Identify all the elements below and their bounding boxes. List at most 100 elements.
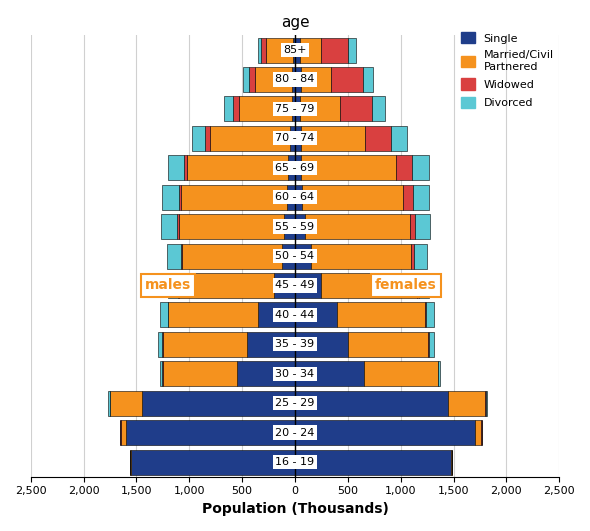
Bar	[293, 38, 295, 63]
Bar	[411, 244, 414, 269]
Bar	[295, 244, 311, 269]
Bar	[295, 126, 301, 151]
Bar	[290, 126, 295, 151]
Bar	[284, 214, 295, 239]
Text: 30 - 34: 30 - 34	[276, 369, 314, 379]
Text: 35 - 39: 35 - 39	[276, 339, 314, 349]
Bar	[348, 38, 356, 63]
Bar	[160, 361, 162, 386]
Bar	[429, 332, 434, 357]
Bar	[295, 185, 303, 210]
Bar	[414, 244, 427, 269]
Bar	[255, 67, 292, 92]
Bar	[295, 97, 300, 122]
Bar	[167, 244, 181, 269]
Bar	[168, 273, 178, 298]
Bar	[363, 361, 438, 386]
Bar	[181, 185, 287, 210]
Bar	[438, 361, 440, 386]
Bar	[322, 273, 417, 298]
Bar	[417, 273, 419, 298]
X-axis label: Population (Thousands): Population (Thousands)	[202, 502, 388, 516]
Text: 70 - 74: 70 - 74	[276, 133, 314, 143]
Bar	[474, 420, 481, 445]
Bar	[184, 155, 187, 180]
Text: 80 - 84: 80 - 84	[276, 74, 314, 84]
Bar	[182, 244, 283, 269]
Bar	[267, 38, 293, 63]
Bar	[247, 332, 295, 357]
Bar	[292, 67, 295, 92]
Bar	[391, 126, 407, 151]
Bar	[410, 214, 415, 239]
Bar	[295, 420, 474, 445]
Text: 75 - 79: 75 - 79	[276, 104, 314, 114]
Bar	[304, 214, 410, 239]
Bar	[303, 185, 403, 210]
Bar	[177, 214, 179, 239]
Bar	[168, 155, 184, 180]
Bar	[110, 391, 142, 416]
Text: 50 - 54: 50 - 54	[276, 251, 314, 261]
Bar	[181, 244, 182, 269]
Bar	[486, 391, 487, 416]
Bar	[287, 185, 295, 210]
Bar	[311, 244, 411, 269]
Bar	[162, 185, 179, 210]
Bar	[179, 185, 181, 210]
Text: 85+: 85+	[283, 45, 307, 55]
Bar	[414, 185, 429, 210]
Bar	[258, 302, 295, 328]
Bar	[419, 273, 429, 298]
Bar	[142, 391, 295, 416]
Text: males: males	[145, 278, 191, 293]
Text: females: females	[375, 278, 437, 293]
Bar	[295, 450, 451, 475]
Text: 16 - 19: 16 - 19	[276, 457, 314, 467]
Bar	[365, 126, 391, 151]
Bar	[415, 214, 430, 239]
Bar	[396, 155, 412, 180]
Bar	[179, 214, 284, 239]
Bar	[187, 155, 287, 180]
Bar	[448, 391, 485, 416]
Bar	[130, 450, 131, 475]
Bar	[425, 302, 426, 328]
Bar	[295, 302, 337, 328]
Bar	[248, 67, 255, 92]
Bar	[126, 420, 295, 445]
Bar	[237, 361, 295, 386]
Bar	[337, 302, 425, 328]
Legend: Single, Married/Civil
Partnered, Widowed, Divorced: Single, Married/Civil Partnered, Widowed…	[461, 32, 553, 108]
Bar	[205, 126, 211, 151]
Bar	[192, 126, 205, 151]
Text: 25 - 29: 25 - 29	[276, 398, 314, 408]
Bar	[274, 273, 295, 298]
Text: 20 - 24: 20 - 24	[276, 427, 314, 438]
Bar	[161, 214, 177, 239]
Bar	[179, 273, 274, 298]
Bar	[372, 97, 385, 122]
Bar	[168, 302, 258, 328]
Bar	[131, 450, 295, 475]
Text: 55 - 59: 55 - 59	[276, 221, 314, 232]
Bar	[295, 67, 301, 92]
Bar	[301, 126, 365, 151]
Bar	[163, 332, 247, 357]
Bar	[292, 97, 295, 122]
Bar	[224, 97, 232, 122]
Bar	[163, 361, 237, 386]
Bar	[295, 391, 448, 416]
Bar	[295, 332, 348, 357]
Bar	[322, 38, 348, 63]
Bar	[261, 38, 267, 63]
Title: age: age	[281, 15, 309, 30]
Bar	[239, 97, 292, 122]
Bar	[160, 302, 168, 328]
Bar	[331, 67, 363, 92]
Bar	[243, 67, 248, 92]
Bar	[363, 67, 373, 92]
Text: 65 - 69: 65 - 69	[276, 162, 314, 173]
Bar	[340, 97, 372, 122]
Bar	[300, 38, 322, 63]
